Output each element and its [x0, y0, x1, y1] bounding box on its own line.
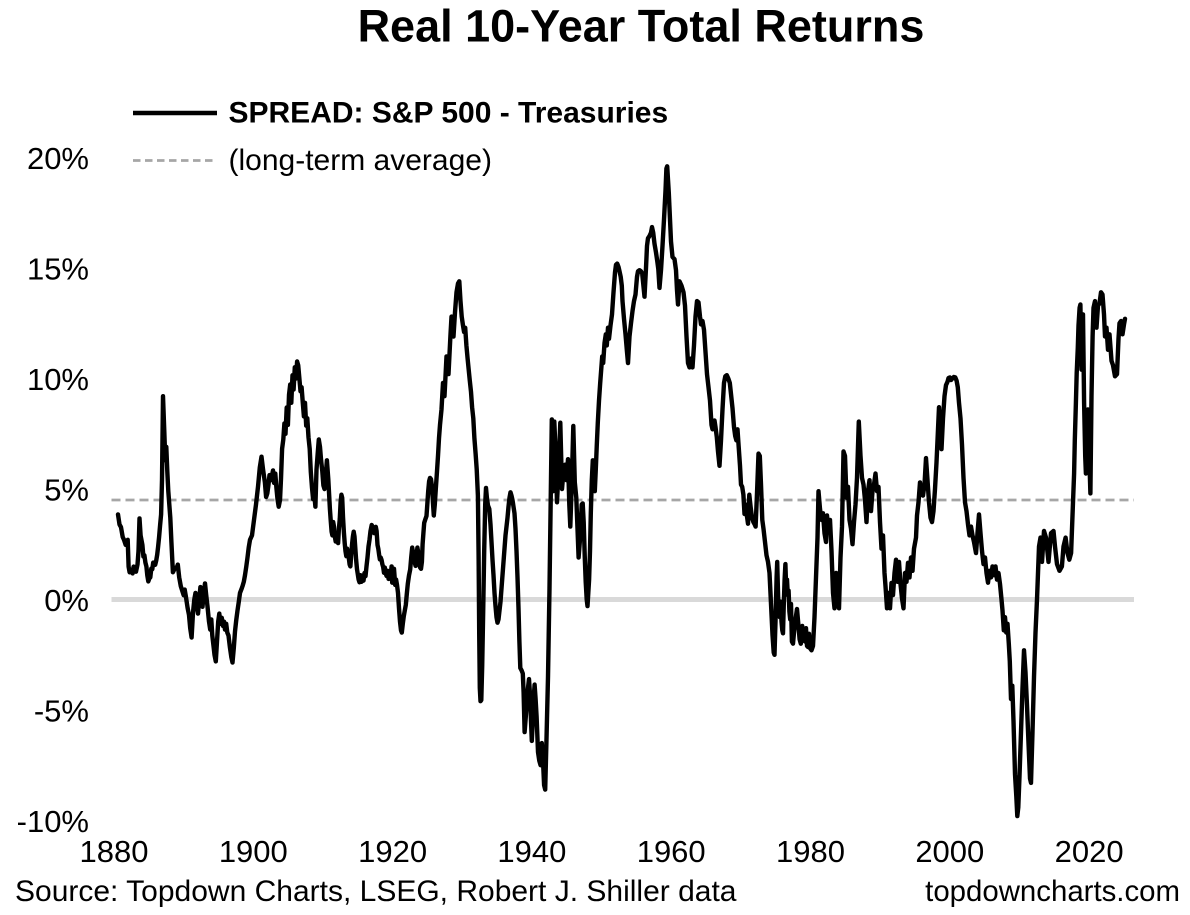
svg-text:-5%: -5%	[34, 693, 89, 728]
svg-text:20%: 20%	[27, 141, 89, 176]
svg-text:1900: 1900	[219, 834, 288, 869]
svg-text:5%: 5%	[44, 472, 89, 507]
svg-text:1880: 1880	[80, 834, 149, 869]
svg-text:1920: 1920	[358, 834, 427, 869]
svg-text:Source: Topdown Charts, LSEG,: Source: Topdown Charts, LSEG, Robert J. …	[15, 875, 737, 908]
svg-text:topdowncharts.com: topdowncharts.com	[925, 875, 1180, 908]
svg-text:-10%: -10%	[17, 804, 89, 839]
svg-text:2020: 2020	[1055, 834, 1124, 869]
svg-text:15%: 15%	[27, 251, 89, 286]
svg-text:0%: 0%	[44, 583, 89, 618]
svg-text:1980: 1980	[776, 834, 845, 869]
svg-text:10%: 10%	[27, 362, 89, 397]
svg-text:(long-term average): (long-term average)	[229, 144, 492, 177]
svg-text:1940: 1940	[497, 834, 566, 869]
svg-text:SPREAD: S&P 500 - Treasuries: SPREAD: S&P 500 - Treasuries	[229, 97, 669, 130]
svg-text:Real 10-Year Total Returns: Real 10-Year Total Returns	[358, 1, 925, 52]
svg-text:1960: 1960	[637, 834, 706, 869]
svg-text:2000: 2000	[915, 834, 984, 869]
